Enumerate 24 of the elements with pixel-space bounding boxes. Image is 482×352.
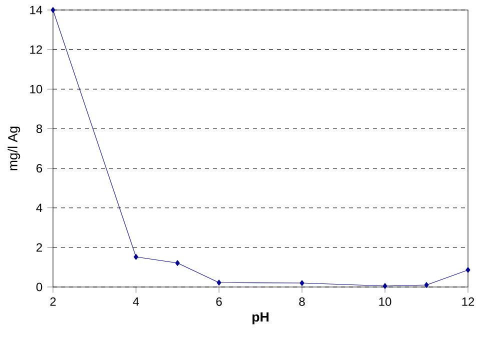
y-tick-label: 12 <box>30 45 42 54</box>
x-tick-label: 6 <box>216 297 222 306</box>
y-axis-title: mg/l Ag <box>8 126 20 170</box>
point <box>466 267 470 273</box>
x-tick-label: 10 <box>379 297 392 306</box>
y-tick-label: 8 <box>36 124 42 133</box>
x-tick-label: 2 <box>50 297 56 306</box>
x-axis-title: pH <box>252 312 268 324</box>
point <box>300 280 304 286</box>
y-tick-label: 2 <box>36 243 42 252</box>
x-tick-label: 8 <box>299 297 305 306</box>
point <box>134 254 138 260</box>
point <box>175 260 180 266</box>
x-tick-label: 12 <box>462 297 474 306</box>
point <box>50 7 56 13</box>
x-tick-label: 4 <box>132 297 139 306</box>
point <box>382 283 388 289</box>
y-tick-label: 10 <box>30 84 42 94</box>
y-tick-label: 6 <box>36 164 42 173</box>
y-tick-label: 0 <box>36 282 42 292</box>
y-tick-label: 4 <box>36 204 42 212</box>
point <box>216 280 222 286</box>
point <box>424 282 429 288</box>
y-tick-label: 14 <box>30 6 42 14</box>
